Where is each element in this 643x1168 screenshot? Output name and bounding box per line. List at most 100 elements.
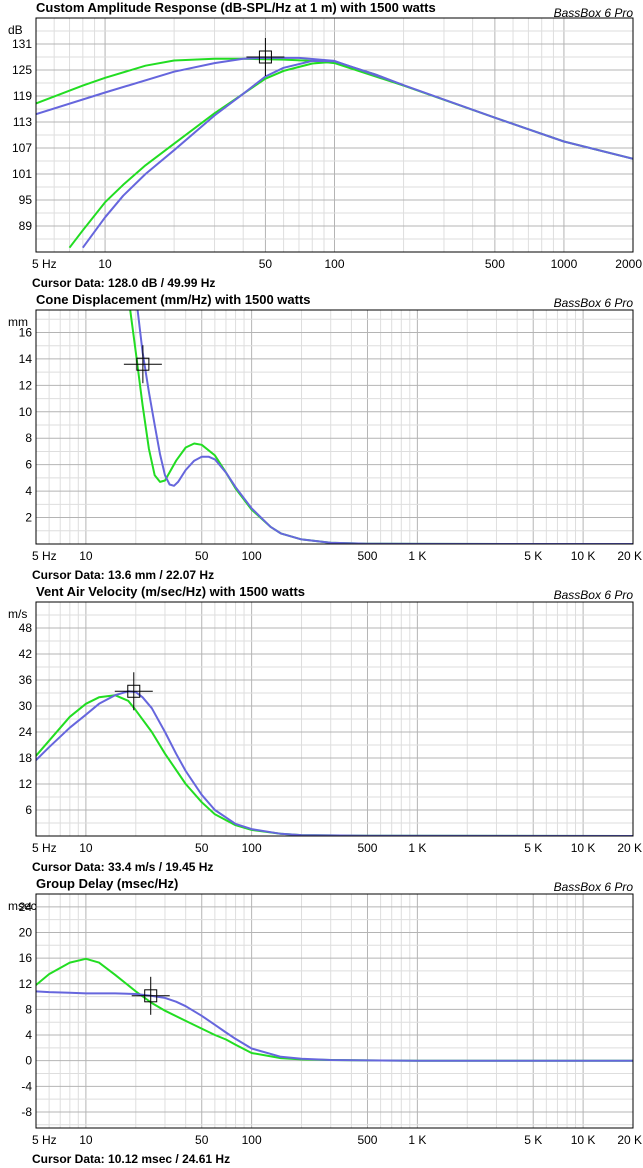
x-tick-label: 500 [485,257,505,271]
x-tick-label: 500 [357,1133,377,1147]
x-tick-label: 10 [79,549,93,563]
y-tick-label: 12 [19,977,33,991]
y-axis-label: mm [8,315,28,329]
y-tick-label: 42 [19,647,33,661]
chart-title: Group Delay (msec/Hz) [36,876,179,891]
y-tick-label: 125 [12,63,32,77]
chart-title: Custom Amplitude Response (dB-SPL/Hz at … [36,0,436,15]
amplitude-panel: dB 89 95 101 107 113 119 125 131 5 Hz 10 50 100 500 10… [0,0,643,292]
y-tick-label: 24 [19,900,33,914]
series-line-blue-1 [36,690,633,836]
x-tick-label: 10 K [571,841,596,855]
y-tick-label: 4 [25,484,32,498]
y-tick-label: 8 [25,431,32,445]
series-group [36,957,633,1062]
y-tick-label: -4 [21,1079,32,1093]
plot-frame [35,601,634,837]
vent-velocity-panel: m/s 6 12 18 24 30 36 42 48 5 Hz 10 50 100 500 1 K 5 K 10… [0,584,643,876]
y-tick-label: 107 [12,141,32,155]
y-tick-label: 20 [19,925,33,939]
cursor-crosshair [131,976,170,1015]
x-tick-label: 1 K [408,1133,426,1147]
cursor-box [144,989,158,1003]
series-group [36,690,633,836]
y-grid [36,601,633,837]
y-tick-label: 95 [19,193,33,207]
x-tick-label: 10 K [571,1133,596,1147]
plot-frame [35,893,634,1129]
cursor-crosshair [123,345,162,384]
y-tick-label: 113 [13,115,32,129]
cursor-crosshair [246,38,285,76]
chart-title: Cone Displacement (mm/Hz) with 1500 watt… [36,292,311,307]
y-tick-label: 4 [25,1028,32,1042]
y-tick-label: 6 [25,803,32,817]
x-tick-label: 10 [79,1133,93,1147]
y-grid [36,893,633,1126]
vent-velocity-chart: m/s 6 12 18 24 30 36 42 48 5 Hz 10 50 100 500 1 K 5 K 10… [8,601,642,855]
y-grid [36,17,633,253]
series-line-blue-3 [81,59,404,249]
y-tick-label: 8 [25,1002,32,1016]
y-tick-label: 131 [12,37,32,51]
y-tick-label: 89 [19,219,33,233]
y-tick-label: 18 [19,751,33,765]
cursor-box [127,684,141,698]
x-tick-label: 20 K [617,1133,642,1147]
x-tick-label: 10 K [571,549,596,563]
y-tick-label: 6 [25,458,32,472]
y-tick-label: 48 [19,621,33,635]
y-tick-label: 10 [19,405,33,419]
y-tick-label: 101 [12,167,32,181]
x-tick-label: 500 [357,549,377,563]
x-tick-label: 20 K [617,549,642,563]
y-tick-label: 30 [19,699,33,713]
brand-label: BassBox 6 Pro [553,296,633,310]
plot-frame [35,17,634,253]
cursor-data: Cursor Data: 10.12 msec / 24.61 Hz [32,1152,231,1166]
y-tick-label: 24 [19,725,33,739]
plot-frame [35,309,634,545]
x-grid [35,310,634,544]
x-tick-label: 50 [259,257,273,271]
cursor-data: Cursor Data: 13.6 mm / 22.07 Hz [32,568,215,582]
group-delay-panel: msec -8 -4 0 4 8 12 16 20 24 5 Hz 10 50 100 500 1 K 5 K 1… [0,876,643,1168]
y-tick-label: 12 [19,378,33,392]
y-tick-label: 36 [19,673,33,687]
series-line-blue-1 [136,310,633,544]
y-grid [36,318,633,545]
y-axis-label: m/s [8,607,27,621]
series-line-green-2 [68,60,404,249]
y-axis-label: msec [8,899,37,913]
x-tick-label: 50 [195,841,209,855]
cursor-box [258,50,272,64]
x-tick-label: 100 [242,549,262,563]
x-tick-label: 1000 [551,257,578,271]
y-tick-label: 0 [25,1054,32,1068]
x-tick-label: 1 K [408,549,426,563]
x-tick-label: 5 Hz [32,549,57,563]
y-tick-label: 119 [13,89,32,103]
x-tick-label: 5 Hz [32,841,57,855]
x-tick-label: 5 Hz [32,1133,57,1147]
x-tick-label: 1 K [408,841,426,855]
x-tick-label: 5 K [524,549,542,563]
x-grid [35,894,634,1128]
y-tick-label: 16 [19,951,33,965]
x-tick-label: 10 [98,257,112,271]
y-tick-label: 12 [19,777,33,791]
x-tick-label: 100 [242,841,262,855]
x-tick-label: 10 [79,841,93,855]
x-tick-label: 500 [357,841,377,855]
series-line-blue-1 [36,56,633,160]
y-tick-label: -8 [21,1105,32,1119]
series-line-blue-1 [36,990,633,1062]
brand-label: BassBox 6 Pro [553,6,633,20]
series-group [129,310,633,544]
x-tick-label: 20 K [617,841,642,855]
cursor-data: Cursor Data: 33.4 m/s / 19.45 Hz [32,860,214,874]
x-tick-label: 5 K [524,1133,542,1147]
brand-label: BassBox 6 Pro [553,588,633,602]
chart-title: Vent Air Velocity (m/sec/Hz) with 1500 w… [36,584,306,599]
x-tick-label: 2000 [615,257,642,271]
